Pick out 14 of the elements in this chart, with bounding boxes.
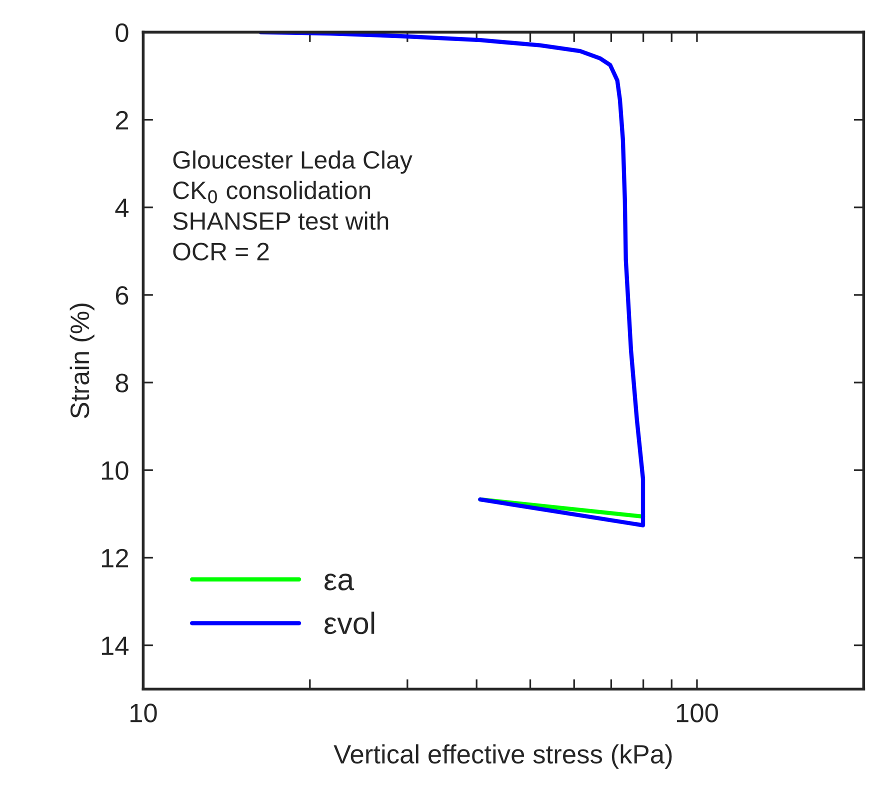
x-tick-label: 100 <box>676 704 718 722</box>
y-tick-label: 6 <box>116 286 128 305</box>
y-tick-label: 14 <box>102 636 129 655</box>
y-axis-title: Strain (%) <box>70 304 94 418</box>
y-tick-label: 8 <box>116 374 128 392</box>
legend-label: εa <box>324 574 354 590</box>
y-tick-label: 0 <box>116 23 128 42</box>
annotation: Gloucester Leda Clay CK$_{0}$ consolidation SHANSEP test with OCR = 2 <box>173 150 412 260</box>
y-tick-label: 10 <box>102 461 128 480</box>
y-tick-label: 12 <box>102 548 128 568</box>
legend-label: εvol <box>324 612 374 634</box>
x-axis-title: Vertical effective stress (kPa) <box>334 744 672 769</box>
y-tick-label: 4 <box>115 198 129 217</box>
y-tick-label: 2 <box>116 110 128 130</box>
